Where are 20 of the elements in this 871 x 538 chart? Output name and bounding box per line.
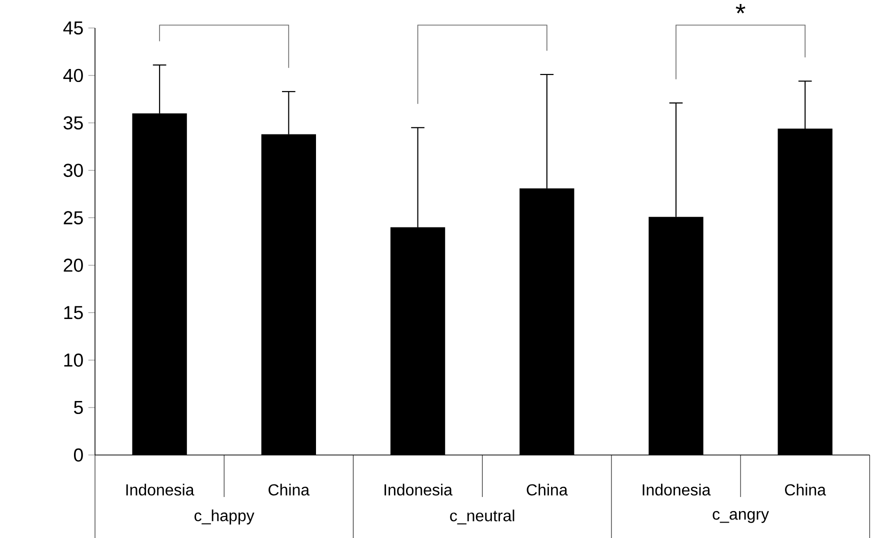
y-tick-label: 25 — [64, 211, 83, 224]
text: * — [736, 4, 746, 14]
y-tick-label: 0 — [74, 448, 83, 462]
y-tick-label: 20 — [64, 258, 83, 272]
x-tick-label: Indonesia — [384, 484, 452, 496]
text: c_neutral — [450, 510, 514, 524]
text: c_angry — [712, 511, 769, 523]
y-tick-label: 10 — [64, 353, 83, 367]
y-tick-label: 35 — [64, 116, 83, 130]
y-tick-label: 40 — [63, 68, 83, 82]
y-tick-label: 30 — [64, 164, 83, 177]
y-tick-label: 5 — [74, 401, 83, 414]
x-tick-label: Indonesia — [126, 484, 194, 496]
x-tick-label: China — [526, 484, 568, 496]
x-tick-label: China — [785, 484, 826, 496]
y-tick-label: 45 — [63, 21, 83, 35]
x-tick-label: China — [268, 484, 310, 496]
y-tick-label: 15 — [64, 306, 83, 320]
text: c_happy — [194, 510, 254, 524]
x-tick-label: Indonesia — [642, 484, 711, 496]
